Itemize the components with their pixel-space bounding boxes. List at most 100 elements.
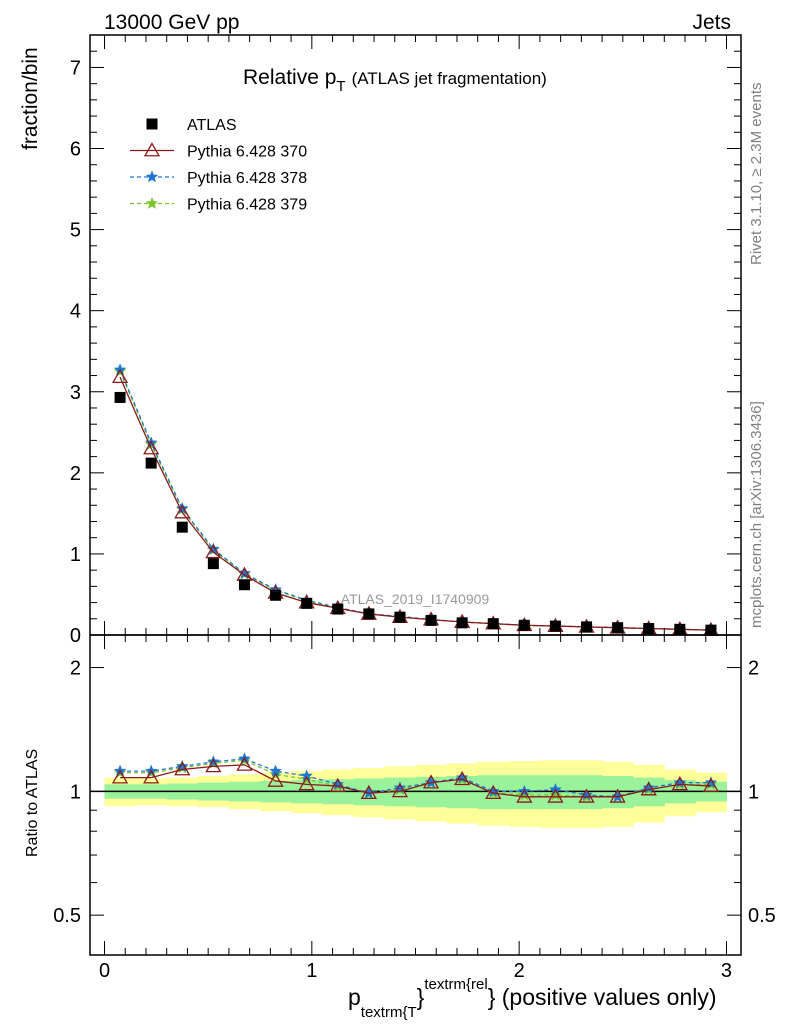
ratio-series-marker — [174, 761, 191, 776]
plot-title-sub: T — [336, 78, 345, 95]
ratio-series-marker — [422, 774, 440, 789]
data-point — [176, 521, 188, 533]
data-point — [674, 623, 686, 635]
main-series-marker — [205, 543, 222, 559]
ratio-series-marker — [547, 788, 564, 803]
ratio-uncertainty-bands — [90, 760, 741, 828]
x-axis-label-p: p — [348, 984, 361, 1010]
legend-marker — [143, 142, 161, 157]
x-axis-label-sub: textrm{T — [361, 1004, 417, 1021]
ratio-series-layer — [111, 752, 720, 803]
ratio-series-line — [120, 759, 711, 798]
data-point — [301, 597, 313, 609]
axes-layer: 0 1 2 3 0 1 2 3 4 5 6 7 0.5 0.5 1 1 2 2 — [53, 34, 776, 982]
data-point — [332, 603, 344, 615]
ratio-series-marker — [298, 776, 315, 791]
ratio-series-marker — [143, 769, 160, 784]
ratio-y-tick-label: 0.5 — [53, 905, 81, 927]
ratio-series-marker — [640, 781, 657, 796]
ratio-y-tick-label: 0.5 — [748, 905, 776, 927]
data-point — [518, 619, 530, 631]
plot-title-rest: (ATLAS jet fragmentation) — [352, 69, 547, 88]
header-left: 13000 GeV pp — [104, 11, 239, 34]
data-point — [114, 391, 126, 403]
ratio-series-line — [120, 764, 711, 798]
x-tick-label: 3 — [721, 960, 732, 982]
x-axis-label: ptextrm{T}textrm{rel} (positive values o… — [348, 976, 717, 1021]
legend-label: Pythia 6.428 378 — [187, 170, 307, 187]
main-series-layer — [111, 363, 720, 637]
analysis-label: ATLAS_2019_I1740909 — [341, 591, 490, 607]
ratio-series-marker — [329, 777, 346, 792]
data-point — [425, 614, 437, 626]
data-point — [643, 623, 655, 635]
data-point — [145, 457, 157, 469]
ratio-series-marker — [516, 788, 533, 803]
y-axis-label-ratio: Ratio to ATLAS — [24, 749, 41, 857]
ratio-series-marker — [455, 770, 469, 784]
ratio-series-marker — [454, 770, 471, 786]
ratio-series-marker — [673, 775, 687, 789]
main-series-marker — [174, 504, 191, 519]
ratio-series-marker — [267, 772, 284, 787]
x-tick-label: 1 — [306, 960, 317, 982]
ratio-series-line — [120, 758, 711, 798]
ratio-series-marker — [486, 784, 500, 797]
legend-label: Pythia 6.428 379 — [187, 197, 307, 214]
ratio-series-marker — [206, 755, 220, 768]
x-tick-label: 0 — [99, 960, 110, 982]
ratio-y-tick-label: 2 — [70, 658, 81, 680]
ratio-y-tick-label: 2 — [748, 658, 759, 680]
ratio-series-marker — [549, 788, 562, 801]
plot-title: Relative pT (ATLAS jet fragmentation) — [243, 66, 547, 95]
data-point — [581, 621, 593, 633]
legend-marker-data — [146, 118, 158, 130]
legend-label: Pythia 6.428 370 — [187, 144, 307, 161]
y-tick-label: 0 — [70, 625, 81, 647]
ratio-series-marker — [671, 776, 688, 791]
data-point — [363, 608, 375, 620]
data-point — [207, 558, 219, 570]
y-tick-label: 1 — [70, 544, 81, 566]
ratio-series-marker — [609, 788, 626, 803]
ratio-y-tick-label: 1 — [70, 781, 81, 803]
x-axis-label-brace: } — [417, 984, 425, 1010]
ratio-series-marker — [578, 788, 595, 803]
legend-label: ATLAS — [187, 117, 237, 134]
mcplots-label: mcplots.cern.ch [arXiv:1306.3436] — [748, 401, 765, 628]
ratio-series-marker — [704, 775, 718, 789]
y-tick-label: 2 — [70, 463, 81, 485]
data-point — [394, 611, 406, 623]
x-axis-label-rest: } (positive values only) — [488, 984, 717, 1010]
y-tick-label: 4 — [70, 301, 81, 323]
ratio-series-marker — [485, 784, 502, 800]
ratio-series-marker — [331, 777, 345, 790]
ratio-series-marker — [391, 783, 409, 798]
data-point — [456, 617, 468, 629]
y-tick-label: 5 — [70, 220, 81, 242]
y-tick-label: 7 — [70, 57, 81, 79]
header-right: Jets — [692, 11, 731, 34]
ratio-series-marker — [205, 758, 222, 773]
main-series-marker — [111, 368, 129, 384]
y-tick-label: 6 — [70, 139, 81, 161]
ratio-series-marker — [360, 784, 377, 800]
data-point — [270, 589, 282, 601]
ratio-series-marker — [517, 788, 531, 801]
ratio-series-marker — [580, 788, 593, 801]
ratio-series-marker — [111, 769, 129, 784]
main-series-marker — [143, 440, 160, 455]
data-point — [238, 579, 250, 591]
legend-marker — [145, 170, 159, 183]
data-point — [705, 624, 717, 636]
plot-title-main: Relative p — [243, 66, 336, 89]
legend-marker — [145, 196, 159, 209]
data-point — [487, 618, 499, 630]
ratio-y-tick-label: 1 — [748, 781, 759, 803]
ratio-series-marker — [393, 781, 407, 794]
y-axis-label-main: fraction/bin — [19, 47, 42, 150]
x-tick-label: 2 — [514, 960, 525, 982]
rivet-label: Rivet 3.1.10, ≥ 2.3M events — [748, 83, 765, 266]
ratio-series-marker — [236, 756, 253, 771]
